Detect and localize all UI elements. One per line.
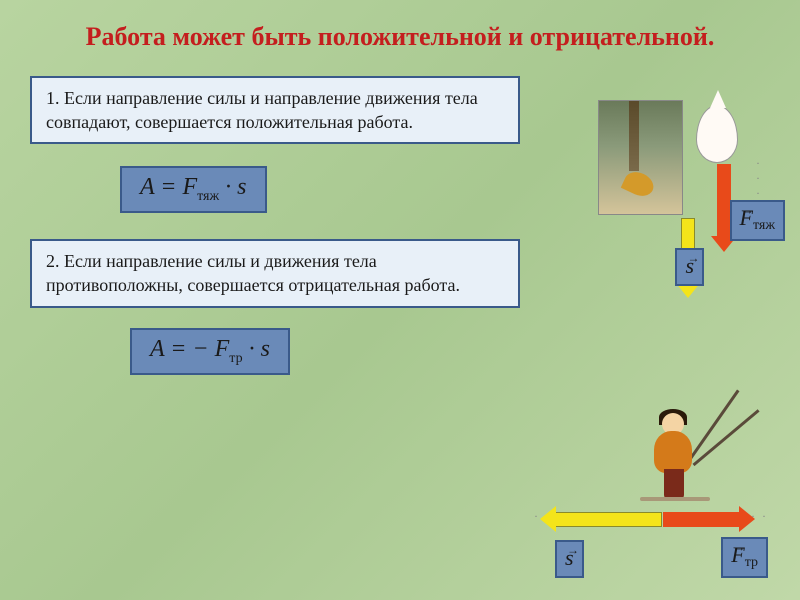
diagram-skier: · · · · → s → Fтр (540, 380, 760, 570)
label-F-tyazh: → Fтяж (730, 200, 786, 241)
label-s-2: → s (555, 540, 584, 578)
friction-arrow (663, 512, 741, 527)
var-s: s (237, 174, 246, 200)
slide-title: Работа может быть положительной и отрица… (0, 0, 800, 64)
forest-photo (598, 100, 683, 215)
displacement-arrow-h (554, 512, 662, 527)
trajectory-dots: ··· (756, 156, 762, 201)
equals: = (160, 174, 176, 200)
var-F: F (215, 336, 230, 362)
formula-2: A = − Fтр · s (130, 328, 290, 375)
sub-tr: тр (229, 351, 242, 366)
var-F: F (182, 174, 197, 200)
definition-box-1: 1. Если направление силы и направление д… (30, 76, 520, 145)
skier-icon (640, 405, 710, 505)
dot-op: · (225, 174, 237, 200)
var-s: s (261, 336, 270, 362)
diagram-falling-drop: ··· → Fтяж → s (570, 100, 760, 310)
drop-icon (696, 105, 738, 163)
formula-1: A = Fтяж · s (120, 166, 267, 213)
leaf-icon (621, 168, 657, 201)
var-A: A (140, 174, 154, 200)
dot-op: · (249, 336, 261, 362)
var-A: A (150, 336, 164, 362)
label-s-1: → s (675, 248, 704, 286)
label-F-tr: → Fтр (721, 537, 768, 578)
equals-neg: = − (170, 336, 208, 362)
sub-tyazh: тяж (197, 189, 219, 204)
definition-box-2: 2. Если направление силы и движения тела… (30, 239, 520, 308)
